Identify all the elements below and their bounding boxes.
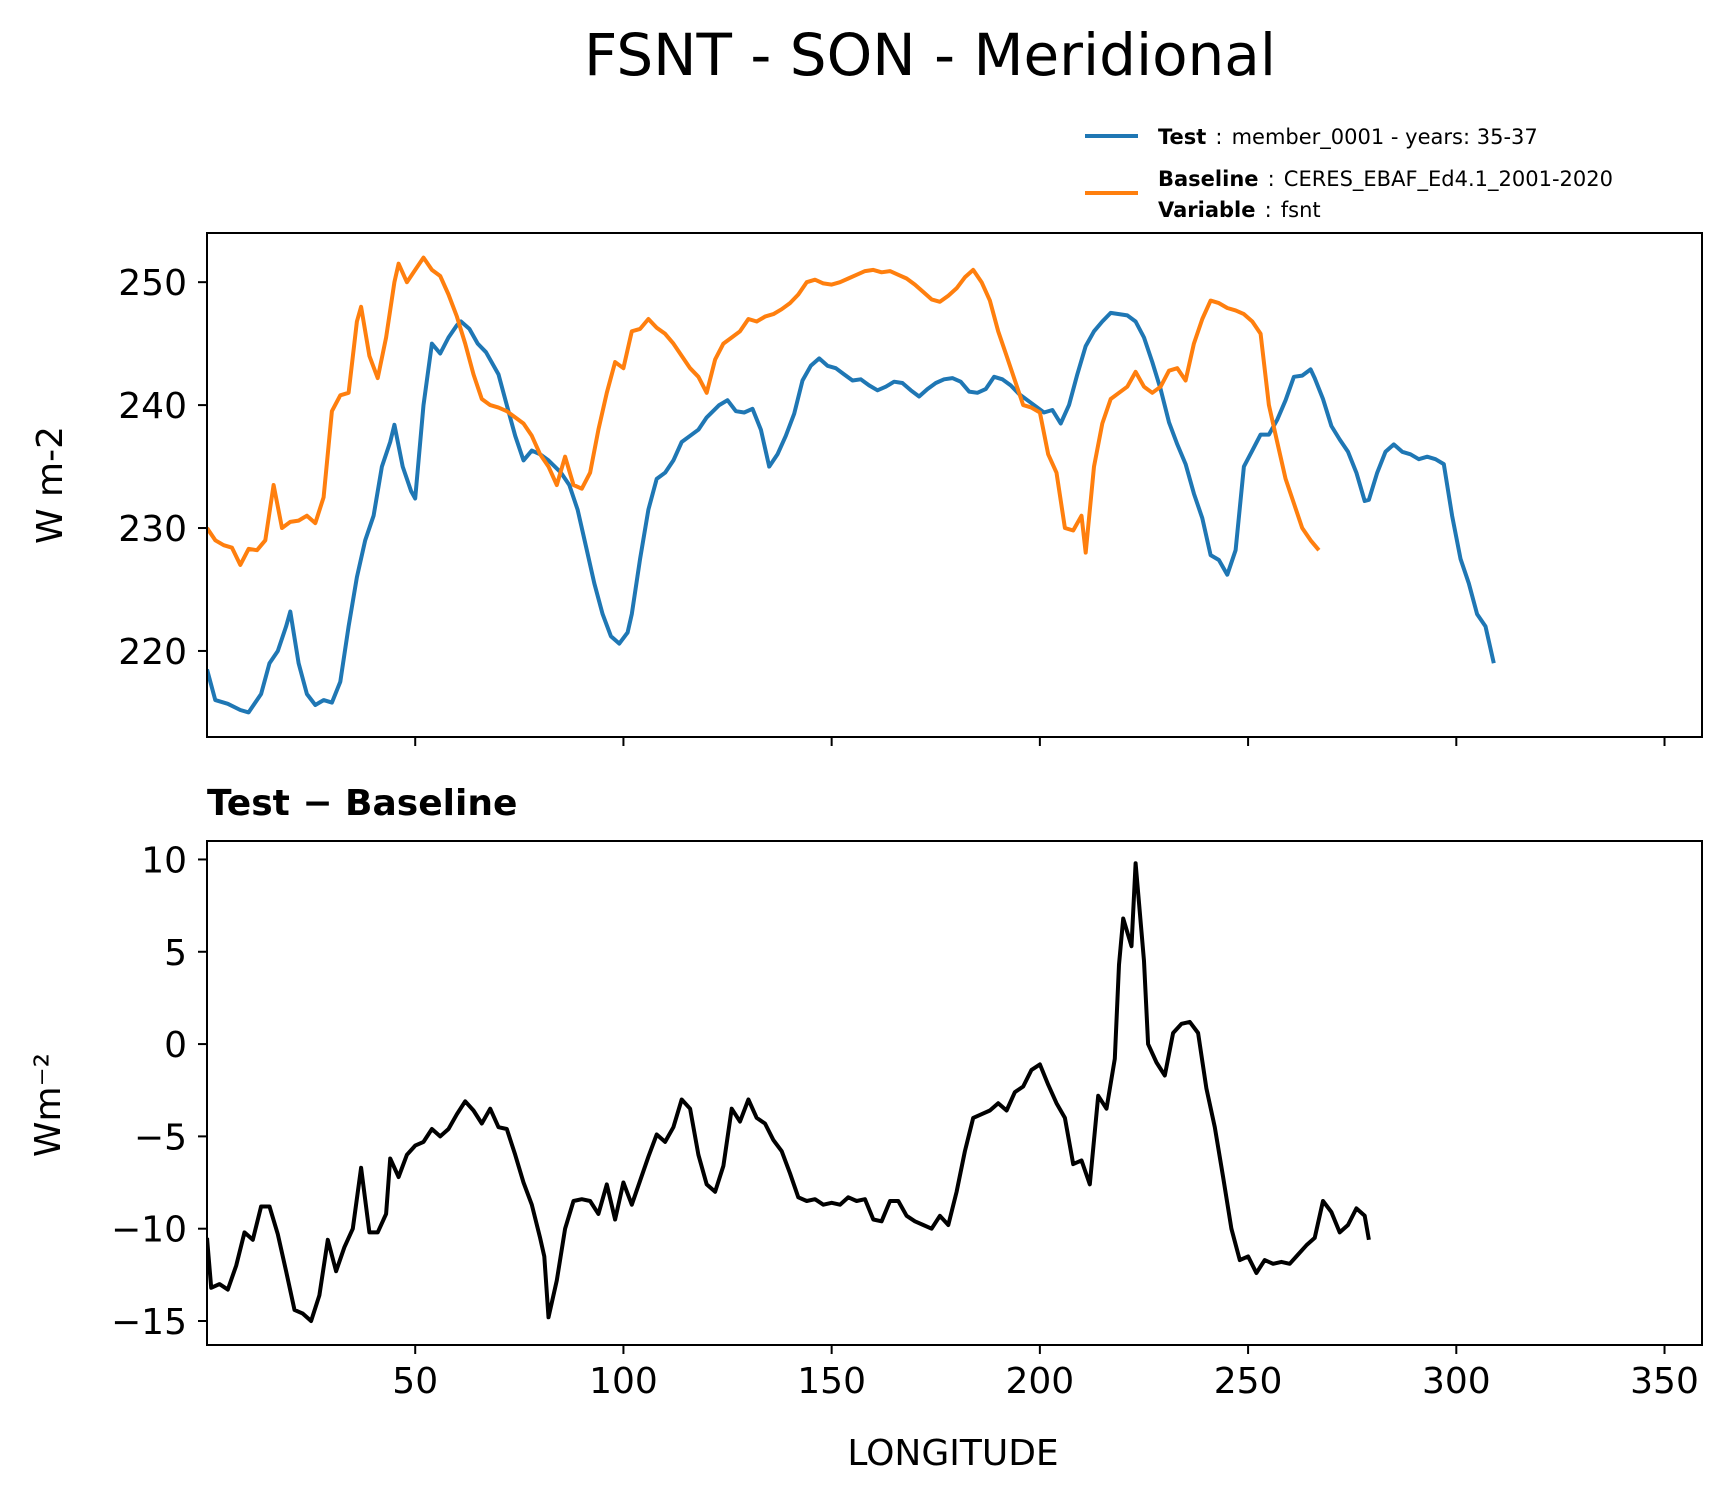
- legend-baseline-sep: :: [1268, 167, 1275, 191]
- legend: Test : member_0001 - years: 35-37 Baseli…: [1085, 125, 1613, 222]
- top-panel: W m-2 220 230 240 250: [30, 232, 1703, 746]
- top-series-test: [207, 310, 1496, 715]
- top-axes-frame: [206, 232, 1703, 738]
- bottom-axes-frame: [206, 840, 1703, 1346]
- legend-baseline-key: Baseline: [1158, 167, 1259, 191]
- bottom-ytick-label: 10: [141, 840, 187, 881]
- bottom-xtick-label: 100: [589, 1361, 658, 1402]
- legend-test-sep: :: [1215, 125, 1222, 149]
- top-ytick-label: 220: [118, 632, 187, 673]
- bottom-xtick-label: 150: [797, 1361, 866, 1402]
- bottom-xtick-label: 200: [1006, 1361, 1075, 1402]
- legend-variable-value: fsnt: [1281, 198, 1321, 222]
- bottom-xtick-label: 50: [392, 1361, 438, 1402]
- bottom-ytick-label: −10: [111, 1210, 187, 1251]
- bottom-ytick-label: 0: [164, 1025, 187, 1066]
- bottom-ylabel: Wm⁻²: [28, 1053, 69, 1157]
- legend-test-value: member_0001 - years: 35-37: [1232, 125, 1538, 150]
- top-ytick-label: 240: [118, 386, 187, 427]
- legend-test-entry: Test : member_0001 - years: 35-37: [1158, 125, 1538, 150]
- top-series-baseline: [207, 255, 1321, 567]
- legend-variable-entry: Variable : fsnt: [1158, 198, 1321, 222]
- legend-baseline-value: CERES_EBAF_Ed4.1_2001-2020: [1284, 167, 1613, 192]
- bottom-panel: Test − Baseline Wm⁻² LONGITUDE −15 −10 −5 0…: [28, 783, 1703, 1474]
- bottom-panel-title: Test − Baseline: [207, 783, 517, 824]
- top-ytick-label: 250: [118, 263, 187, 304]
- legend-baseline-entry: Baseline : CERES_EBAF_Ed4.1_2001-2020: [1158, 167, 1613, 192]
- bottom-xlabel: LONGITUDE: [847, 1433, 1058, 1474]
- bottom-ytick-label: 5: [164, 933, 187, 974]
- bottom-series-test-baseline: [207, 861, 1371, 1323]
- bottom-ytick-label: −15: [111, 1302, 187, 1343]
- top-ytick-label: 230: [118, 509, 187, 550]
- top-ylabel: W m-2: [30, 426, 71, 544]
- bottom-ytick-label: −5: [134, 1117, 187, 1158]
- legend-variable-sep: :: [1265, 198, 1272, 222]
- bottom-xtick-label: 250: [1214, 1361, 1283, 1402]
- figure-title: FSNT - SON - Meridional: [584, 21, 1276, 89]
- bottom-xtick-label: 350: [1630, 1361, 1699, 1402]
- legend-variable-key: Variable: [1158, 198, 1255, 222]
- legend-test-key: Test: [1158, 125, 1206, 149]
- bottom-xtick-label: 300: [1422, 1361, 1491, 1402]
